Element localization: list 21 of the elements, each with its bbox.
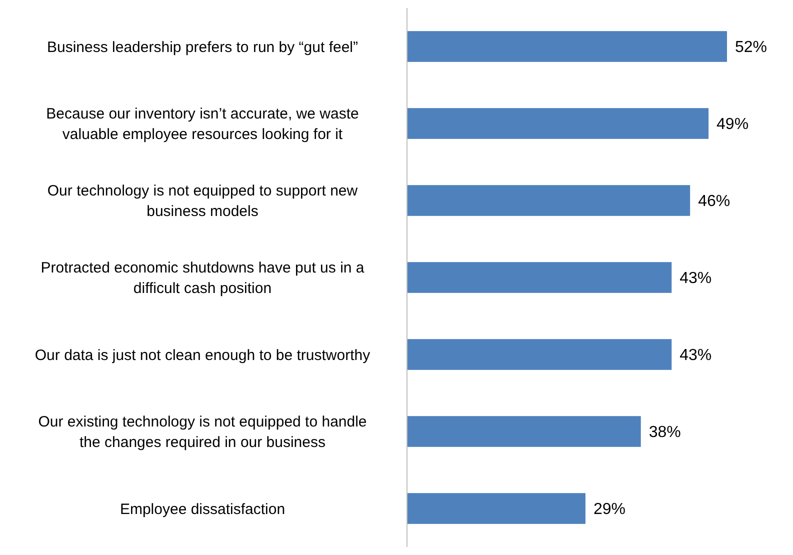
y-tick-label: Because our inventory isn’t accurate, we waste valuable employee resources looking for it (46, 106, 359, 143)
data-label: 38% (648, 424, 681, 442)
data-label: 43% (680, 347, 712, 364)
y-tick-label: Our technology is not equipped to support new business models (47, 182, 358, 220)
bar (407, 31, 727, 62)
bar (407, 262, 672, 293)
bar (407, 339, 672, 370)
y-tick-label: Business leadership prefers to run by “gut feel” (47, 38, 358, 56)
y-tick-label: Our existing technology is not equipped to handle the changes required in our business (38, 414, 367, 451)
y-tick-label: Protracted economic shutdowns have put us in a difficult cash position (40, 260, 365, 297)
data-label: 49% (716, 116, 749, 134)
data-label: 46% (698, 193, 730, 210)
data-label: 52% (735, 39, 768, 56)
bar (407, 108, 709, 139)
y-tick-label: Our data is just not clean enough to be trustworthy (34, 346, 371, 364)
data-label: 43% (680, 270, 712, 288)
y-tick-label: Employee dissatisfaction (120, 500, 286, 518)
data-label: 29% (593, 501, 626, 518)
bar (407, 493, 586, 524)
bar (407, 185, 690, 216)
bar (407, 416, 641, 447)
